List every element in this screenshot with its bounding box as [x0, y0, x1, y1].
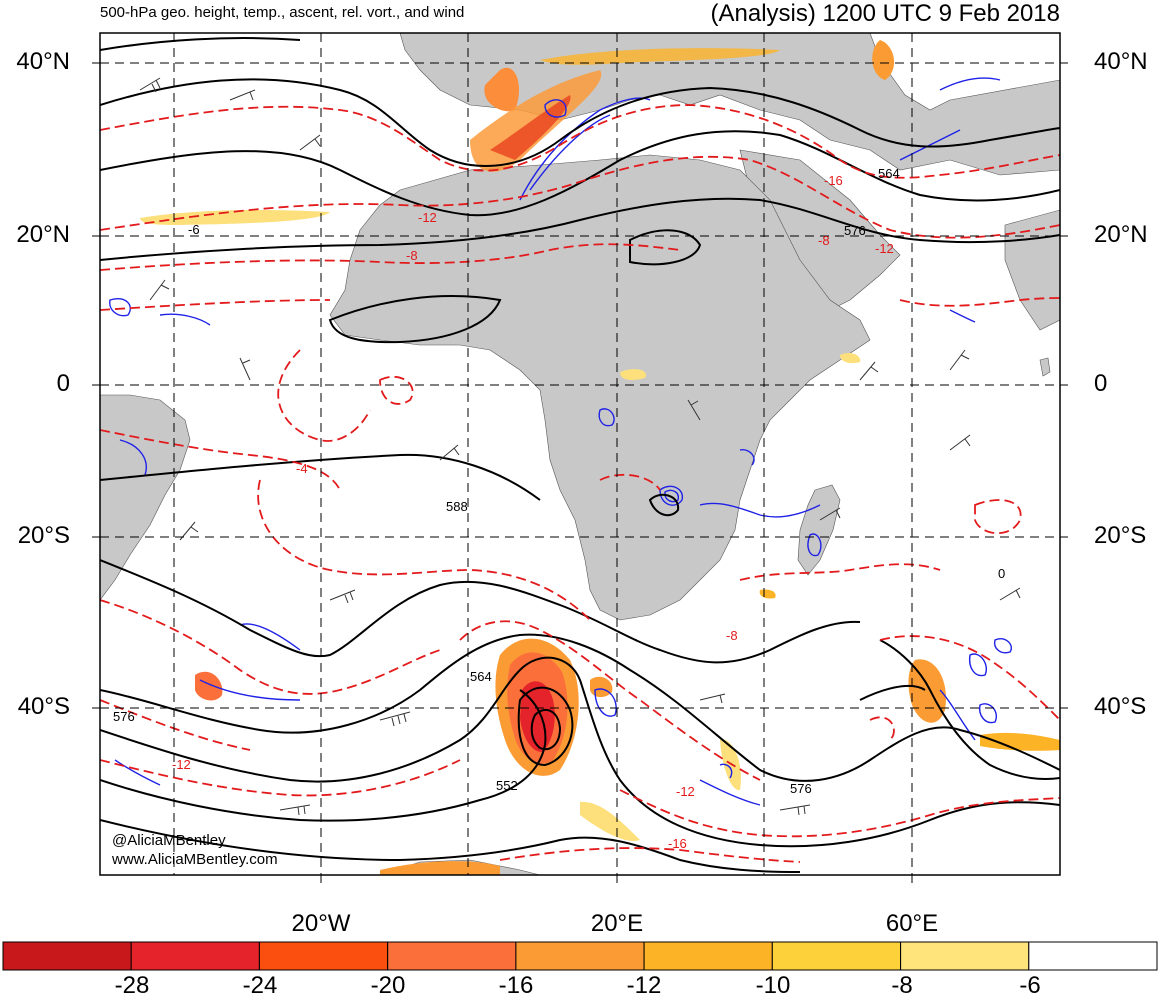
temp-label: -4	[296, 461, 308, 476]
colorbar-swatch	[130, 941, 260, 971]
lat-label-left: 20°S	[17, 522, 70, 549]
lat-label-right: 0	[1094, 370, 1108, 397]
lat-label-left: 40°S	[17, 693, 70, 720]
height-label: 552	[496, 778, 518, 793]
height-label: 564	[878, 166, 900, 181]
colorbar-swatch	[900, 941, 1030, 971]
colorbar-label: -8	[891, 972, 913, 999]
height-labels: 564 576 588 576 564 552 576	[113, 166, 900, 796]
credit-url: www.AliciaMBentley.com	[112, 851, 278, 868]
height-label: 588	[446, 499, 468, 514]
lon-label: 60°E	[885, 910, 939, 937]
temp-label: -8	[406, 248, 418, 263]
height-label: 576	[790, 781, 812, 796]
vorticity-contours	[109, 77, 1012, 806]
graticule	[100, 33, 1060, 875]
colorbar-swatch	[771, 941, 901, 971]
temp-label: 0	[998, 566, 1005, 581]
height-label: 576	[844, 223, 866, 238]
temp-label: -12	[172, 757, 191, 772]
lat-label-left: 40°N	[16, 48, 70, 75]
temp-label: -12	[676, 784, 695, 799]
temp-label: -16	[668, 836, 687, 851]
height-label: 576	[113, 709, 135, 724]
colorbar-swatch	[2, 941, 132, 971]
temp-label: -6	[188, 222, 200, 237]
colorbar-label: -6	[1019, 972, 1041, 999]
colorbar-swatch	[515, 941, 645, 971]
lat-label-right: 20°S	[1094, 522, 1147, 549]
colorbar-label: -12	[626, 972, 662, 999]
colorbar	[2, 941, 1158, 971]
temp-label: -12	[875, 241, 894, 256]
colorbar-label: -10	[755, 972, 791, 999]
land-masses	[100, 33, 1060, 875]
lat-label-right: 40°N	[1094, 48, 1148, 75]
colorbar-label: -24	[242, 972, 278, 999]
temp-label: -8	[818, 233, 830, 248]
land-madagascar	[797, 484, 841, 576]
map-frame	[99, 32, 1061, 876]
height-contours	[100, 37, 1060, 873]
colorbar-swatch	[643, 941, 773, 971]
wind-barbs	[139, 77, 1021, 816]
lat-label-left: 20°N	[16, 221, 70, 248]
colorbar-swatch	[387, 941, 517, 971]
lon-label: 20°E	[590, 910, 644, 937]
colorbar-label: -16	[498, 972, 534, 999]
colorbar-label: -28	[114, 972, 150, 999]
colorbar-swatch	[1028, 941, 1158, 971]
temperature-contours	[100, 104, 1060, 863]
colorbar-label: -20	[370, 972, 406, 999]
temp-label: -16	[824, 173, 843, 188]
lat-label-left: 0	[56, 370, 70, 397]
height-label: 564	[470, 669, 492, 684]
temp-label: -8	[726, 628, 738, 643]
lon-label: 20°W	[291, 910, 351, 937]
lat-label-right: 40°S	[1094, 693, 1147, 720]
lat-label-right: 20°N	[1094, 221, 1148, 248]
temp-labels: -6 -8 -12 -16 -8 -12 -4 -8 -12 -12 -16 0	[172, 173, 1005, 851]
credit-handle: @AliciaMBentley	[112, 832, 226, 849]
land-eurasia	[399, 33, 1060, 176]
temp-label: -12	[418, 210, 437, 225]
map-subtitle: 500-hPa geo. height, temp., ascent, rel.…	[100, 4, 465, 21]
map-title: (Analysis) 1200 UTC 9 Feb 2018	[710, 0, 1061, 27]
land-south-america	[100, 394, 191, 601]
colorbar-swatch	[258, 941, 389, 971]
